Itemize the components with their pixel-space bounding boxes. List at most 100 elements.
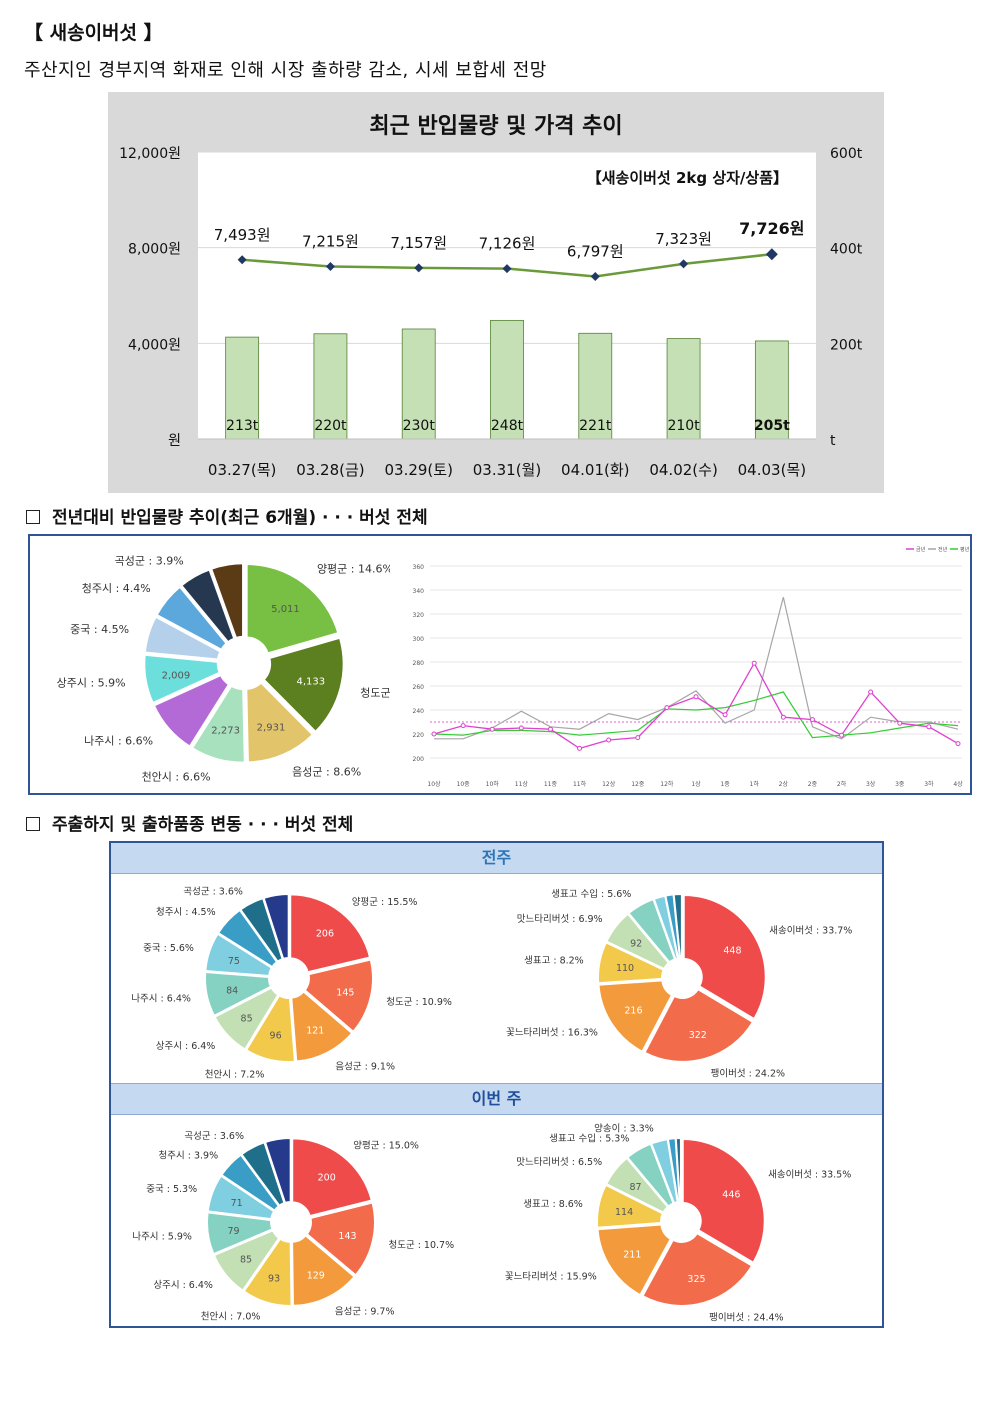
this-week-band: 이번 주 (111, 1083, 882, 1115)
slice-label: 천안시 : 7.2% (205, 1069, 265, 1080)
pie-slice (290, 990, 354, 1063)
slice-label: 팽이버섯 : 24.2% (711, 1068, 785, 1079)
slice-value: 93 (268, 1273, 280, 1284)
pie-slice (212, 1228, 281, 1293)
pie-slice (142, 653, 222, 706)
x-tick: 11중 (544, 781, 558, 788)
slice-label: 맛느타리버섯 : 6.9% (517, 914, 603, 925)
series-marker (693, 694, 699, 700)
price-marker (502, 264, 512, 274)
slice-label: 팽이버섯 : 24.4% (709, 1312, 783, 1323)
pie-slice (213, 986, 280, 1051)
series-marker (606, 737, 612, 743)
pie-slice (291, 1137, 373, 1218)
x-tick-label: 03.29(토) (384, 461, 452, 479)
pie-slice (289, 893, 372, 974)
slice-label: 양평군 : 15.0% (353, 1141, 419, 1152)
slice-label: 나주시 : 5.9% (132, 1232, 192, 1243)
pie-slice (261, 635, 346, 734)
x-tick: 2중 (808, 781, 818, 788)
y-right-tick: 400t (830, 242, 863, 258)
y-left-tick: 4,000원 (128, 337, 181, 353)
series-line (434, 597, 959, 740)
pie-slice (682, 894, 767, 1021)
origin-share-6m-pie: 5,011 양평군 : 14.6% 4,133 청도군 : 12.1% 2,931 음성군… (57, 554, 390, 783)
bar-label: 213t (226, 418, 259, 434)
x-tick-label: 03.28(금) (296, 461, 364, 479)
legend-label: 전년 (938, 546, 948, 553)
x-tick: 12중 (631, 781, 645, 788)
pie-slice (143, 614, 223, 662)
y-tick: 200 (413, 756, 425, 763)
series-line (433, 661, 959, 750)
x-tick: 11하 (573, 780, 587, 788)
pie-slice (245, 562, 341, 656)
slice-label: 양평군 : 15.5% (352, 897, 418, 908)
slice-value: 200 (318, 1172, 336, 1183)
price-label: 6,797원 (567, 242, 624, 260)
price-label: 7,493원 (214, 226, 271, 244)
legend-label: 평년 (960, 546, 970, 553)
price-volume-svg: 최근 반입물량 및 가격 추이 【새송이버섯 2kg 상자/상품】 12,000원 8… (119, 114, 863, 479)
checkbox-icon (26, 817, 40, 831)
y-right-tick: 600t (830, 146, 863, 162)
pie-slice (262, 893, 290, 961)
price-marker (765, 248, 778, 261)
series-marker (926, 724, 932, 730)
slice-label: 나주시 : 6.6% (84, 735, 153, 748)
pie-slice (179, 567, 237, 645)
slice-label: 곡성군 : 3.6% (183, 886, 243, 897)
series-marker (839, 732, 845, 738)
y-tick: 340 (413, 588, 425, 595)
slice-value: 5,011 (271, 604, 300, 615)
slice-value: 4,133 (296, 676, 325, 687)
x-tick: 2하 (837, 780, 847, 788)
price-marker (325, 261, 335, 271)
x-tick-label: 04.01(화) (561, 461, 629, 479)
pie-slice (244, 680, 315, 764)
x-tick: 11상 (515, 780, 529, 788)
series-marker (431, 731, 437, 737)
pie-slice (151, 673, 232, 749)
slice-value: 325 (687, 1274, 705, 1285)
slice-value: 206 (316, 928, 334, 939)
y-tick: 360 (413, 564, 425, 571)
x-tick-label: 03.31(월) (473, 461, 541, 479)
bar-label: 230t (403, 418, 436, 434)
slice-value: 85 (240, 1255, 252, 1266)
prev-week-origin-pie: 206 양평군 : 15.5% 145 청도군 : 10.9% 121 음성군 : 9.1… (131, 886, 452, 1080)
slice-label: 청도군 : 10.9% (386, 997, 452, 1008)
price-marker (679, 259, 689, 269)
checkbox-icon (26, 510, 40, 524)
slice-label: 생표고 : 8.2% (524, 956, 584, 967)
yoy-trend-chart: 360 340 320 300 280 260 240 220 200 10상 10중 10하 11상 1… (413, 546, 970, 788)
y-tick: 240 (413, 708, 425, 715)
x-tick: 2상 (779, 780, 789, 788)
price-label: 7,126원 (479, 235, 536, 253)
y-tick: 280 (413, 660, 425, 667)
x-tick-label: 03.27(목) (208, 461, 276, 479)
x-tick: 3하 (924, 780, 934, 788)
slice-label: 청주시 : 3.9% (159, 1150, 219, 1161)
slice-value: 448 (723, 945, 741, 956)
slice-label: 음성군 : 9.7% (335, 1307, 395, 1318)
slice-value: 114 (615, 1207, 633, 1218)
series-marker (868, 689, 874, 695)
pie-slice (597, 979, 674, 1054)
slice-value: 446 (722, 1189, 740, 1200)
volume-bar (666, 338, 701, 440)
slice-label: 나주시 : 6.4% (131, 993, 191, 1004)
pie-slice (154, 584, 229, 652)
series-marker (518, 725, 524, 731)
series-marker (809, 717, 815, 723)
chart-annotation: 【새송이버섯 2kg 상자/상품】 (587, 169, 788, 187)
slice-value: 84 (226, 985, 238, 996)
y-tick: 320 (413, 612, 425, 619)
price-label: 7,726원 (739, 219, 804, 238)
pie-slice (303, 958, 374, 1034)
slice-value: 96 (270, 1030, 282, 1041)
slice-value: 211 (623, 1250, 641, 1261)
slice-value: 2,273 (211, 726, 240, 737)
series-marker (955, 741, 961, 747)
slice-label: 음성군 : 8.6% (292, 766, 361, 779)
